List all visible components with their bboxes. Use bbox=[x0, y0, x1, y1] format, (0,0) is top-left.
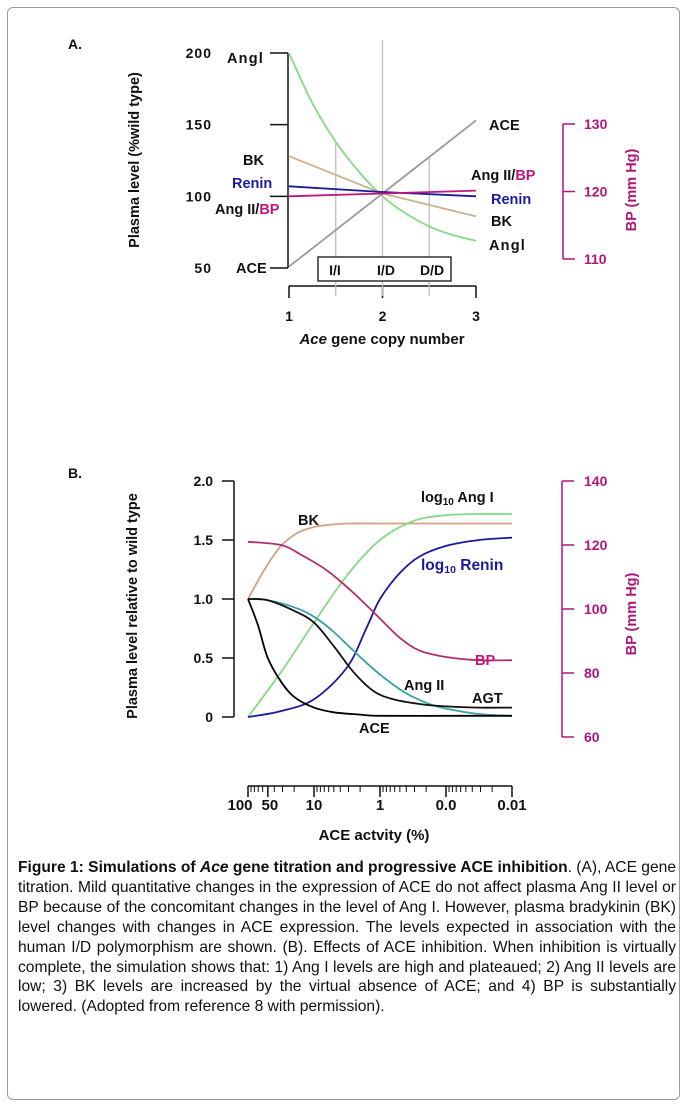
panel-b-x-tick-label: 0.01 bbox=[497, 797, 526, 814]
panel-a-y2-tick-label: 120 bbox=[584, 184, 608, 200]
panel-b-x-label: ACE actvity (%) bbox=[319, 827, 430, 844]
panel-b-line-ace_b bbox=[247, 598, 512, 717]
panel-a-label-bk-right: BK bbox=[491, 214, 512, 230]
panel-a-y2-tick-label: 110 bbox=[584, 251, 607, 267]
panel-a-genotype-label: I/I bbox=[329, 262, 341, 278]
panel-a-y2-tick-label: 130 bbox=[584, 116, 608, 132]
panel-a-y-tick-label: 100 bbox=[186, 188, 212, 204]
panel-b-label-bp: BP bbox=[475, 653, 495, 669]
panel-b-line-renin_b bbox=[247, 536, 513, 718]
panel-b-x-tick-label: 10 bbox=[306, 797, 323, 814]
panel-b-label-log-angi-part: log bbox=[421, 490, 443, 506]
panel-b-y-tick-label: 0.5 bbox=[194, 650, 214, 666]
figure-frame bbox=[7, 7, 680, 1100]
panel-b-label-angii: Ang II bbox=[404, 678, 444, 694]
panel-b-y2-tick-label: 60 bbox=[584, 729, 600, 745]
panel-a-x-tick-label: 3 bbox=[472, 308, 480, 324]
panel-a-y-label: Plasma level (%wild type) bbox=[127, 72, 143, 248]
panel-a-label-angii-bp-left: Ang II/BP bbox=[215, 202, 280, 218]
panel-a-genotype-label: I/D bbox=[377, 262, 395, 278]
panel-b-y-tick-label: 2.0 bbox=[194, 473, 214, 489]
panel-a-line-renin bbox=[288, 185, 477, 198]
panel-b-x-tick-label: 0.0 bbox=[436, 797, 457, 814]
panel-a-x-label-gene: Ace bbox=[298, 331, 327, 348]
panel-a-genotype-label: D/D bbox=[420, 262, 444, 278]
panel-b-y-tick-label: 1.0 bbox=[194, 591, 214, 607]
panel-b-y-tick-label: 1.5 bbox=[194, 532, 214, 548]
panel-a-label-angii-right: Ang II/ bbox=[471, 168, 515, 184]
panel-a-label-angii-bp-right: Ang II/BP bbox=[471, 168, 536, 184]
panel-a-x-label-rest: gene copy number bbox=[327, 331, 465, 348]
panel-b-y2-tick-label: 140 bbox=[584, 473, 608, 489]
panel-a-label-bp-right: BP bbox=[515, 168, 535, 184]
panel-b-line-agt_b bbox=[247, 598, 513, 709]
panel-a-line-angI bbox=[288, 52, 477, 242]
panel-b-y2-tick-label: 80 bbox=[584, 665, 600, 681]
panel-b-label-log-renin-part: log bbox=[421, 557, 444, 574]
panel-b-label-log-renin-part: Renin bbox=[456, 557, 503, 574]
panel-a-label-bk-left: BK bbox=[243, 153, 264, 169]
panel-b-y-label: Plasma level relative to wild type bbox=[125, 493, 141, 719]
panel-a-y2-label: BP (mm Hg) bbox=[624, 148, 640, 231]
panel-b-line-bk_b bbox=[247, 522, 512, 600]
panel-b-y2-label: BP (mm Hg) bbox=[624, 572, 640, 655]
panel-a-label-renin-left: Renin bbox=[232, 176, 272, 192]
panel-b-label-log-renin-part: 10 bbox=[444, 564, 456, 576]
panel-b-y2-tick-label: 120 bbox=[584, 537, 608, 553]
panel-a-label-angi-left: Angl bbox=[227, 51, 264, 67]
panel-a-label-renin-right: Renin bbox=[491, 192, 531, 208]
panel-a-label-ace-right: ACE bbox=[489, 118, 520, 134]
panel-b-label-ace: ACE bbox=[359, 721, 390, 737]
panel-b-x-tick-label: 100 bbox=[227, 797, 252, 814]
caption-title-gene: Ace bbox=[199, 859, 229, 876]
panel-b-label-log-renin: log10 Renin bbox=[421, 557, 503, 576]
panel-a-y-tick-label: 50 bbox=[194, 260, 212, 276]
panel-b-label-bk: BK bbox=[298, 513, 319, 529]
panel-b-label: B. bbox=[68, 465, 82, 481]
panel-a-x-tick-label: 1 bbox=[285, 308, 293, 324]
panel-a-y-tick-label: 150 bbox=[186, 117, 212, 133]
panel-a-label-ace-left: ACE bbox=[236, 261, 267, 277]
caption-title-part1: Figure 1: Simulations of bbox=[18, 859, 200, 876]
panel-a-label: A. bbox=[68, 36, 82, 52]
panel-a-label-bp-left: BP bbox=[259, 202, 279, 218]
panel-b-label-agt: AGT bbox=[472, 691, 503, 707]
panel-b-y-tick-label: 0 bbox=[205, 709, 213, 725]
panel-b-line-angI_b bbox=[247, 513, 513, 718]
panel-b-line-angII_b bbox=[247, 598, 513, 717]
panel-b-y2-tick-label: 100 bbox=[584, 601, 608, 617]
caption-body: . (A), ACE gene titration. Mild quantita… bbox=[18, 859, 676, 1016]
panel-b-label-log-angi-part: 10 bbox=[443, 497, 455, 508]
figure-caption: Figure 1: Simulations of Ace gene titrat… bbox=[18, 858, 676, 1017]
panel-a-x-tick-label: 2 bbox=[379, 308, 387, 324]
panel-a-y-tick-label: 200 bbox=[186, 45, 212, 61]
panel-b-line-bp_b bbox=[247, 540, 513, 662]
caption-title-part2: gene titration and progressive ACE inhib… bbox=[228, 859, 568, 876]
panel-a-genotype-box bbox=[317, 256, 452, 282]
panel-b-x-tick-label: 50 bbox=[262, 797, 279, 814]
panel-b-label-log-angi: log10 Ang I bbox=[421, 490, 494, 508]
panel-b-x-tick-label: 1 bbox=[376, 797, 384, 814]
panel-a-label-angi-right: Angl bbox=[489, 238, 526, 254]
panel-a-line-angII_bp bbox=[288, 189, 477, 198]
panel-a-label-angii-left: Ang II/ bbox=[215, 202, 259, 218]
panel-b-label-log-angi-part: Ang I bbox=[454, 490, 494, 506]
panel-a-x-label: Ace gene copy number bbox=[298, 331, 464, 348]
